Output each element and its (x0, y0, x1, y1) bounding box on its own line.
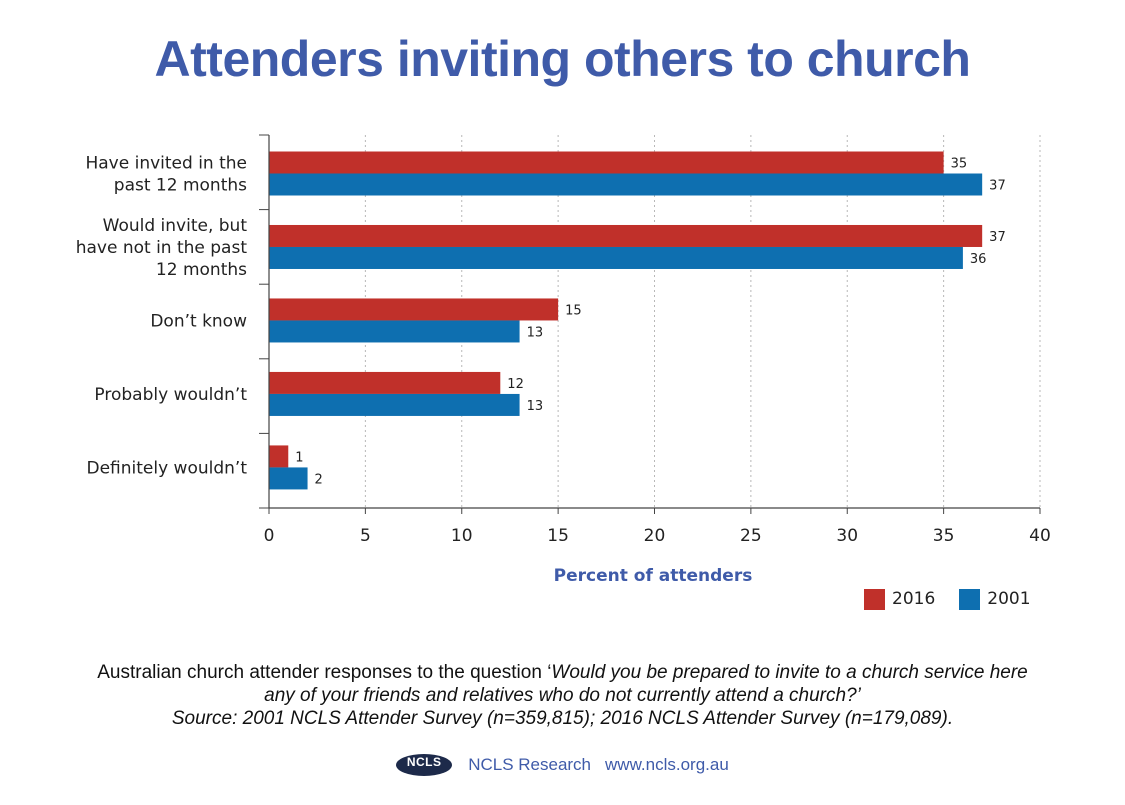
caption-line-2-text: any of your friends and relatives who do… (264, 685, 861, 706)
legend-label-2016: 2016 (892, 589, 936, 609)
data-label-2016-0: 35 (951, 157, 968, 172)
category-label-1-1: have not in the past (76, 238, 248, 258)
x-tick-label-30: 30 (836, 526, 858, 546)
caption-line-3: Source: 2001 NCLS Attender Survey (n=359… (0, 707, 1125, 730)
x-tick-label-5: 5 (360, 526, 371, 546)
caption-line-1: Australian church attender responses to … (0, 661, 1125, 684)
caption-source: Source: 2001 NCLS Attender Survey (n=359… (171, 708, 954, 729)
x-tick-label-40: 40 (1029, 526, 1051, 546)
bar-2001-4 (269, 467, 308, 490)
x-tick-label-10: 10 (451, 526, 473, 546)
caption: Australian church attender responses to … (0, 661, 1125, 730)
bars (269, 151, 983, 490)
logo-text: NCLS (406, 755, 442, 769)
logo-oval-icon (396, 754, 453, 776)
data-label-2016-2: 15 (565, 303, 582, 318)
axes (259, 134, 1041, 514)
bar-2016-3 (269, 371, 501, 394)
footer-url-link[interactable]: www.ncls.org.au (605, 755, 729, 774)
caption-line-1-plain: Australian church attender responses to … (97, 662, 552, 683)
data-label-2001-0: 37 (989, 179, 1006, 194)
footer-org: NCLS Research (468, 755, 592, 774)
data-label-2001-2: 13 (527, 325, 544, 340)
x-tick-label-35: 35 (933, 526, 955, 546)
x-tick-label-25: 25 (740, 526, 762, 546)
legend-swatch-2001 (959, 588, 981, 610)
bar-2001-0 (269, 173, 983, 196)
category-label-3-0: Probably wouldn’t (94, 385, 247, 405)
bar-2016-0 (269, 151, 944, 174)
legend-swatch-2016 (864, 588, 885, 610)
data-label-2001-3: 13 (527, 399, 544, 414)
ncls-logo: NCLS (396, 752, 454, 778)
x-axis-title: Percent of attenders (554, 566, 753, 586)
legend: 2016 2001 (864, 588, 1031, 610)
x-tick-label-15: 15 (547, 526, 569, 546)
labels: 0 5 10 15 20 25 30 35 40 35 37 Have invited in thep… (76, 154, 1051, 547)
bar-2001-1 (269, 246, 963, 269)
x-tick-label-0: 0 (264, 526, 275, 546)
bar-2016-1 (269, 224, 983, 247)
bar-2016-4 (269, 445, 289, 468)
data-label-2016-4: 1 (295, 450, 303, 465)
page-title: Attenders inviting others to church (154, 31, 971, 87)
footer: NCLS NCLS Research www.ncls.org.au (0, 752, 1125, 778)
legend-item-2016: 2016 (864, 588, 936, 610)
category-label-0-0: Have invited in the (85, 154, 247, 174)
category-label-1-2: 12 months (156, 260, 247, 280)
category-label-2-0: Don’t know (150, 311, 247, 331)
data-label-2016-1: 37 (989, 230, 1006, 245)
caption-line-2: any of your friends and relatives who do… (0, 684, 1125, 707)
bar-2016-2 (269, 298, 559, 321)
data-label-2016-3: 12 (507, 377, 524, 392)
legend-label-2001: 2001 (987, 589, 1031, 609)
bar-2001-3 (269, 393, 520, 416)
data-label-2001-1: 36 (970, 252, 987, 267)
category-label-1-0: Would invite, but (103, 216, 248, 236)
caption-line-1-italic: Would you be prepared to invite to a chu… (551, 662, 1028, 683)
category-label-4-0: Definitely wouldn’t (86, 458, 247, 478)
x-tick-label-20: 20 (644, 526, 666, 546)
bar-2001-2 (269, 320, 520, 343)
data-label-2001-4: 2 (315, 472, 323, 487)
legend-item-2001: 2001 (959, 588, 1031, 610)
category-label-0-1: past 12 months (114, 176, 247, 196)
